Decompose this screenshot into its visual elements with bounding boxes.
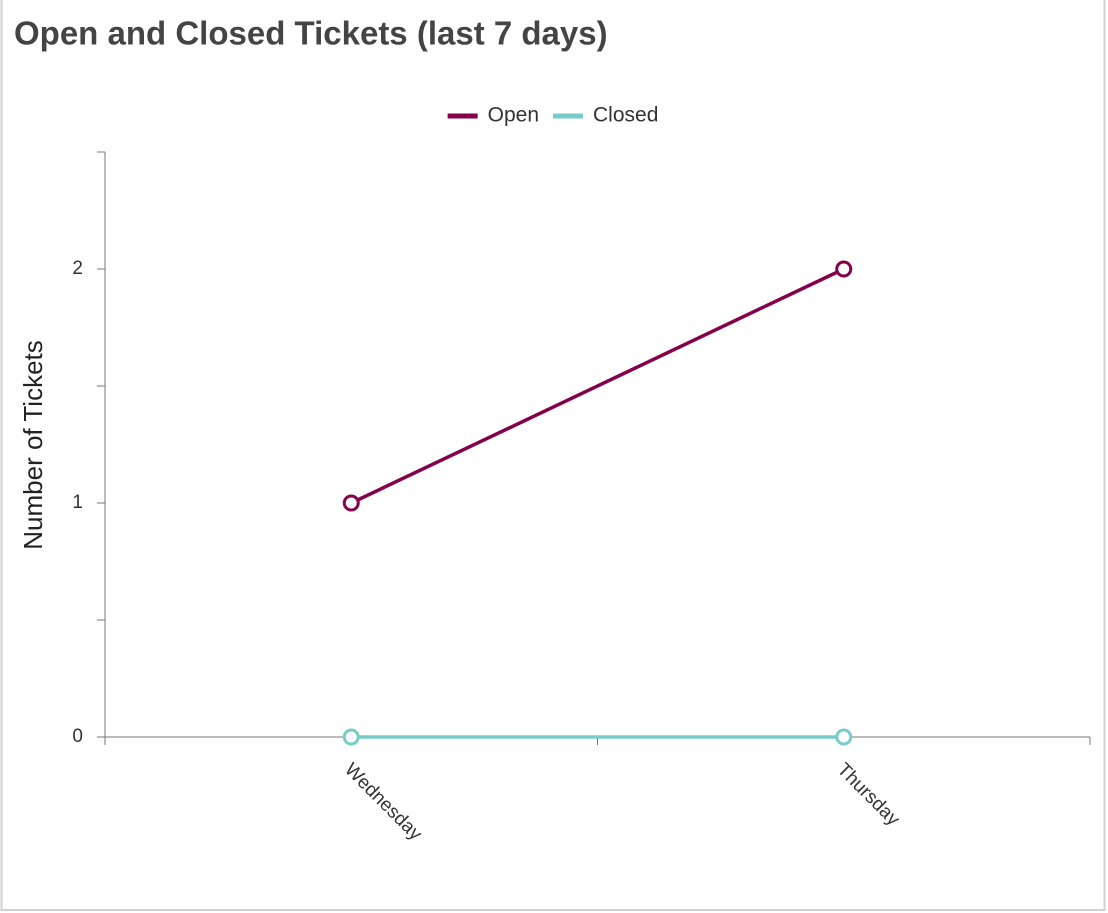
- y-tick-label: 1: [72, 492, 83, 513]
- point-marker: [835, 728, 853, 746]
- point-marker: [342, 728, 360, 746]
- y-axis-label: Number of Tickets: [18, 340, 48, 550]
- series-line: [350, 267, 845, 505]
- chart-title: Open and Closed Tickets (last 7 days): [14, 15, 608, 52]
- legend-label[interactable]: Open: [488, 104, 539, 127]
- y-tick-label: 0: [72, 726, 83, 747]
- point-marker: [342, 494, 360, 512]
- y-tick-label: 2: [72, 258, 83, 279]
- legend-label[interactable]: Closed: [593, 104, 658, 127]
- point-marker: [835, 260, 853, 278]
